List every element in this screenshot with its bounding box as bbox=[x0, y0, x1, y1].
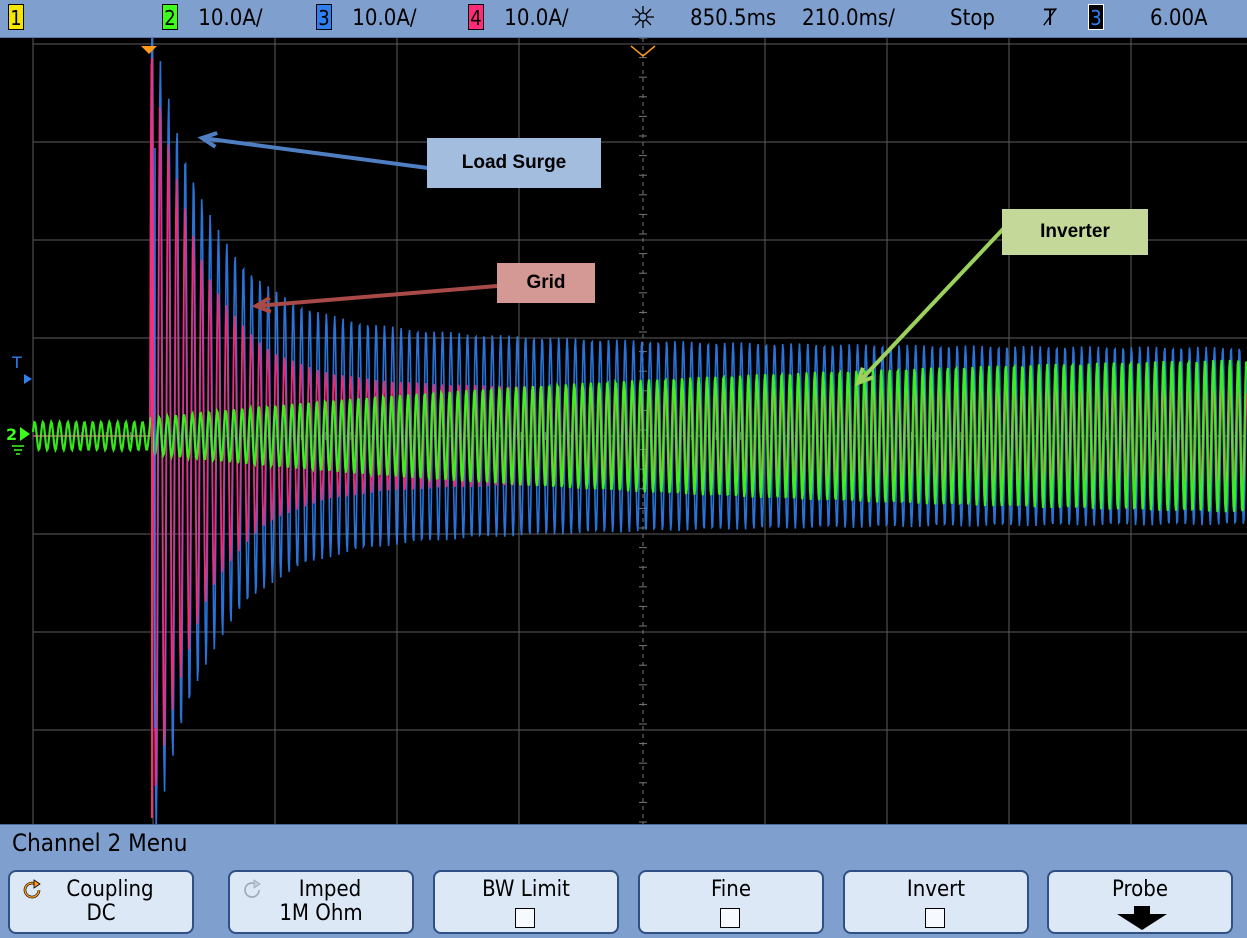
softkey-label: Fine bbox=[710, 877, 751, 902]
inverter-arrow bbox=[856, 225, 1007, 385]
softkey-label: Coupling bbox=[66, 877, 154, 902]
softkey-label: Invert bbox=[906, 877, 966, 902]
trigger-level[interactable]: 6.00A bbox=[1150, 6, 1208, 31]
delay-reference-marker[interactable] bbox=[630, 45, 656, 57]
trigger-slope-icon[interactable]: Ⱦ bbox=[1044, 6, 1057, 31]
channel-4-scale: 10.0A/ bbox=[504, 6, 569, 31]
softkey-value: DC bbox=[86, 901, 116, 926]
channel-3-scale: 10.0A/ bbox=[352, 6, 417, 31]
load-surge-arrow bbox=[201, 136, 429, 170]
invert-checkbox[interactable] bbox=[925, 908, 945, 928]
trigger-source-badge: 3 bbox=[1088, 4, 1104, 30]
load-surge-callout: Load Surge bbox=[427, 138, 601, 188]
acquisition-icon[interactable] bbox=[630, 0, 656, 38]
channel-2-ground-marker[interactable]: 2 bbox=[6, 425, 30, 455]
down-arrow-icon bbox=[1117, 906, 1167, 930]
probe-softkey[interactable]: Probe bbox=[1047, 870, 1233, 934]
waveform-plot: T 2 bbox=[6, 38, 1247, 824]
channel-2-indicator[interactable]: 2 10.0A/ bbox=[162, 0, 263, 38]
channel-4-badge: 4 bbox=[468, 4, 484, 30]
trigger-level-marker[interactable]: T bbox=[11, 353, 32, 384]
fine-softkey[interactable]: Fine bbox=[638, 870, 824, 934]
channel-2-badge: 2 bbox=[162, 4, 178, 30]
softkey-value: 1M Ohm bbox=[279, 901, 363, 926]
grid-arrow-head bbox=[251, 296, 272, 314]
fine-checkbox[interactable] bbox=[720, 908, 740, 928]
cycle-icon bbox=[244, 879, 261, 898]
coupling-softkey[interactable]: Coupling DC bbox=[8, 870, 194, 934]
bw-limit-checkbox[interactable] bbox=[515, 908, 535, 928]
channel-1-indicator[interactable]: 1 bbox=[8, 0, 24, 38]
time-delay[interactable]: 850.5ms bbox=[690, 6, 777, 31]
grid-arrow bbox=[255, 284, 498, 308]
time-scale[interactable]: 210.0ms/ bbox=[802, 6, 895, 31]
trigger-position-marker[interactable] bbox=[141, 46, 157, 54]
softkey-label: BW Limit bbox=[482, 877, 570, 902]
waveform-display[interactable]: T 2 Load Surge Grid Inverter bbox=[0, 38, 1247, 824]
menu-title: Channel 2 Menu bbox=[12, 829, 188, 857]
waveform-traces bbox=[31, 38, 1247, 824]
run-state[interactable]: Stop bbox=[950, 6, 995, 31]
softkey-label: Imped bbox=[298, 877, 362, 902]
channel-menu: Channel 2 Menu Coupling DC Imped 1M Ohm … bbox=[0, 824, 1247, 938]
inverter-callout: Inverter bbox=[1002, 209, 1148, 255]
channel-3-badge: 3 bbox=[316, 4, 332, 30]
bw-limit-softkey[interactable]: BW Limit bbox=[433, 870, 619, 934]
load-surge-arrow-head bbox=[197, 131, 218, 149]
inverter-arrow-head bbox=[854, 367, 874, 387]
channel-3-indicator[interactable]: 3 10.0A/ bbox=[316, 0, 417, 38]
status-bar: 1 2 10.0A/ 3 10.0A/ 4 10.0A/ 850.5ms 210… bbox=[0, 0, 1247, 38]
svg-text:T: T bbox=[11, 353, 22, 372]
channel-2-scale: 10.0A/ bbox=[198, 6, 263, 31]
grid-callout: Grid bbox=[497, 263, 595, 303]
channel-4-indicator[interactable]: 4 10.0A/ bbox=[468, 0, 569, 38]
imped-softkey[interactable]: Imped 1M Ohm bbox=[228, 870, 414, 934]
trigger-source[interactable]: 3 bbox=[1088, 0, 1104, 38]
invert-softkey[interactable]: Invert bbox=[843, 870, 1029, 934]
softkey-label: Probe bbox=[1111, 877, 1169, 902]
annotation-arrows bbox=[197, 131, 1007, 387]
cycle-icon bbox=[23, 879, 41, 899]
channel-2-trace bbox=[31, 359, 1247, 513]
channel-1-badge: 1 bbox=[8, 4, 24, 30]
svg-text:2: 2 bbox=[6, 425, 17, 444]
